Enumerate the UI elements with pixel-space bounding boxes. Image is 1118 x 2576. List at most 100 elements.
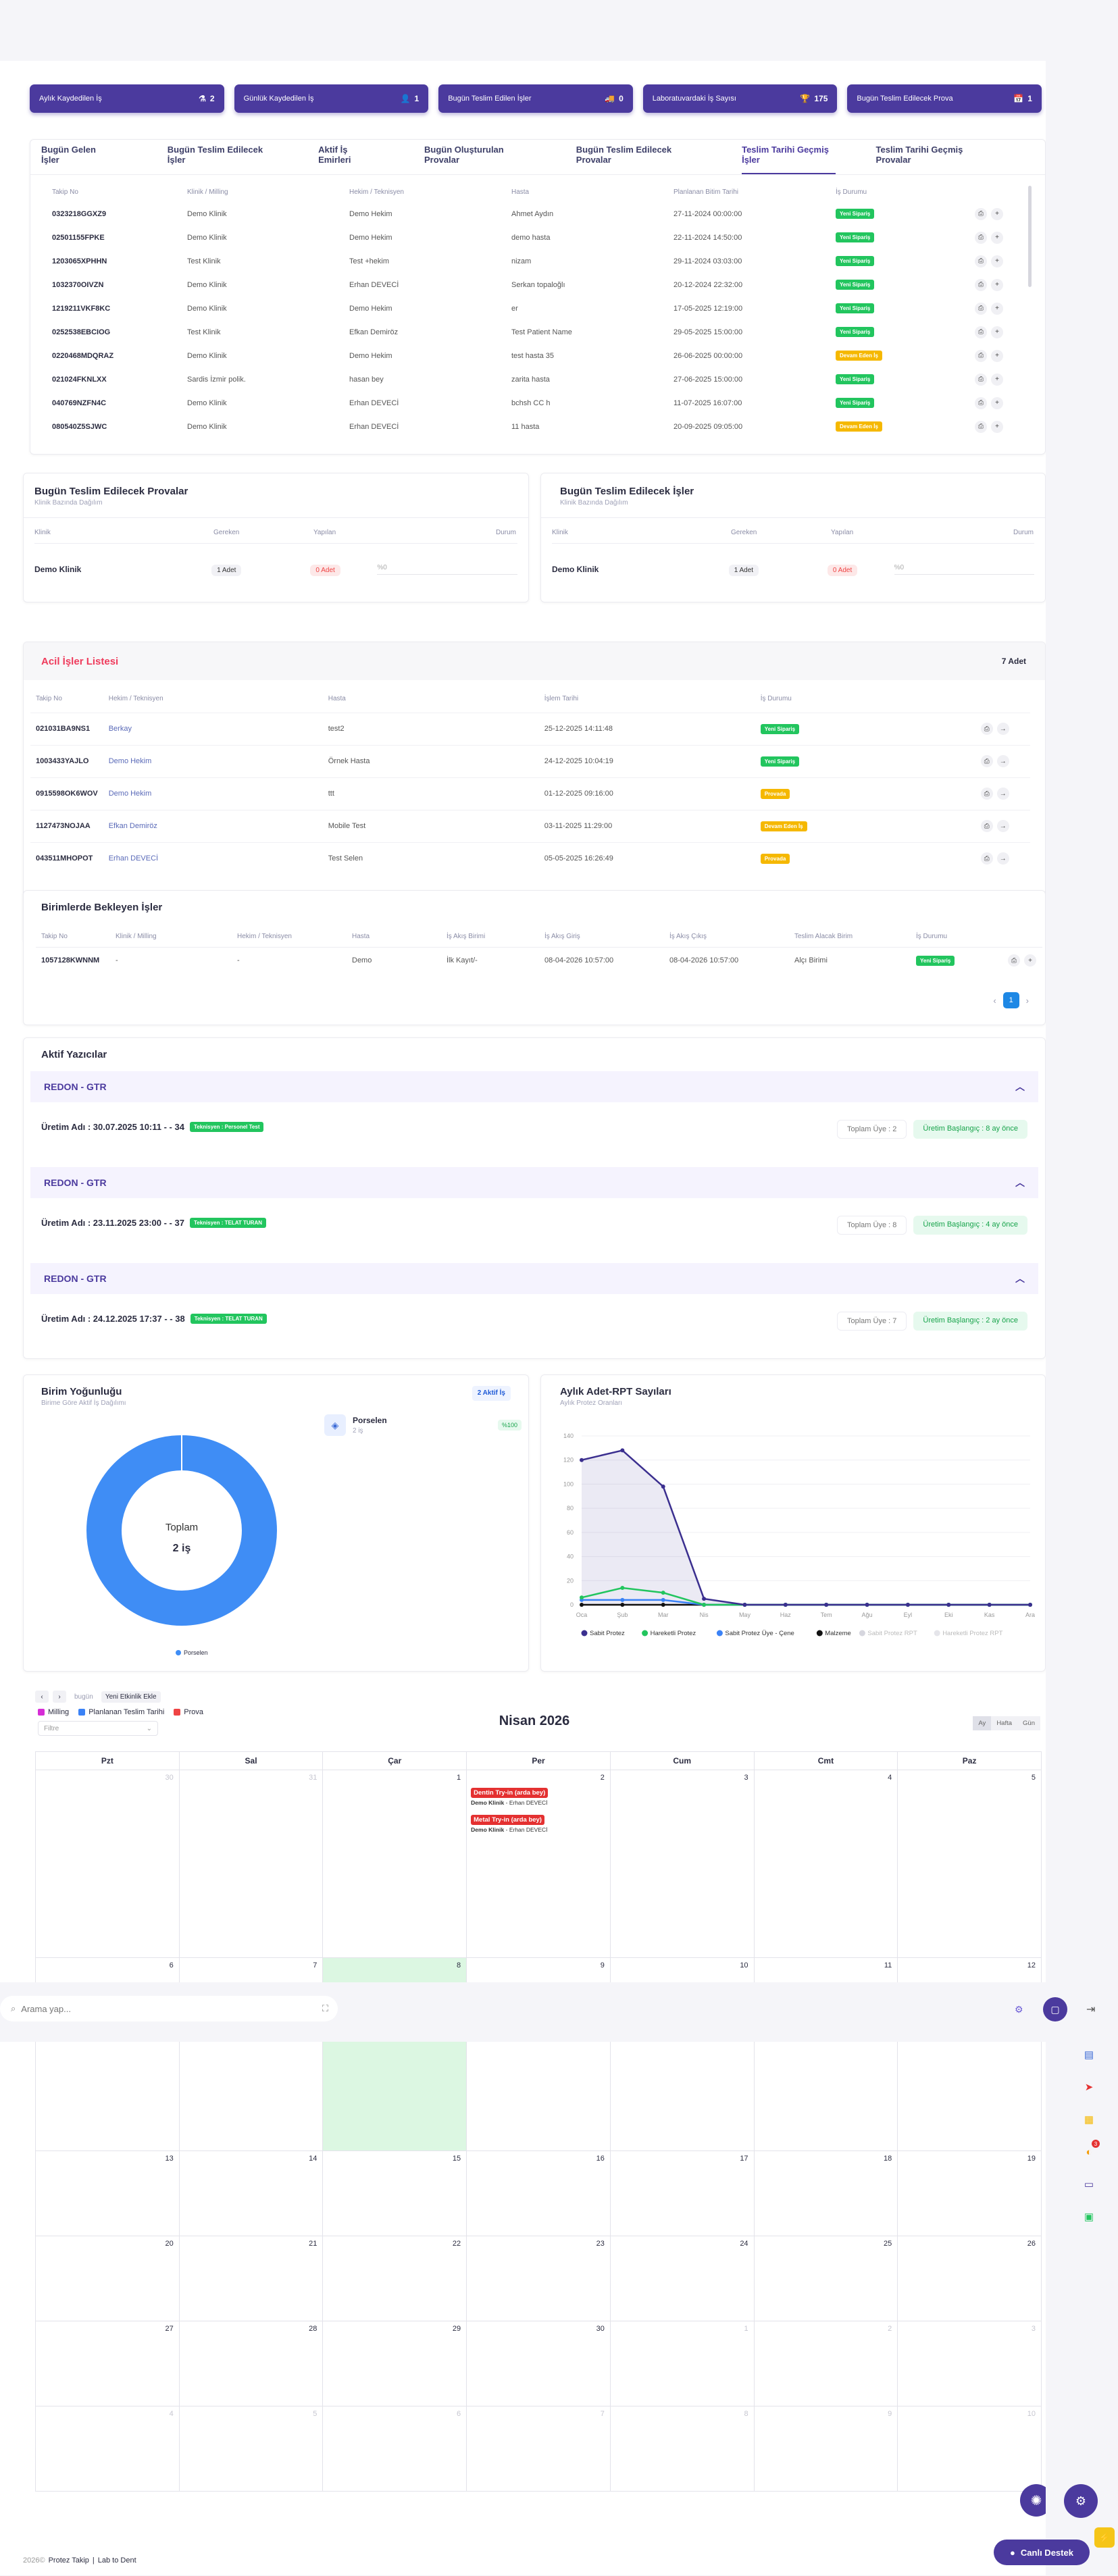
table-row[interactable]: 040769NZFN4C Demo Klinik Erhan DEVECİ bchsh… <box>47 391 1019 415</box>
calendar-day[interactable]: 8 <box>323 1958 467 1982</box>
data-point[interactable] <box>580 1458 584 1462</box>
cal-today-button[interactable]: bugün <box>74 1693 93 1701</box>
print-icon[interactable]: ⎙ <box>1008 954 1020 967</box>
data-point[interactable] <box>824 1603 829 1607</box>
calendar-day[interactable]: 12 <box>898 1958 1042 1982</box>
tab-6[interactable]: Teslim Tarihi Geçmiş Provalar <box>875 145 963 165</box>
add-icon[interactable]: + <box>991 207 1003 220</box>
calendar-day-cont[interactable] <box>323 2042 467 2151</box>
add-icon[interactable]: + <box>1024 954 1036 967</box>
search-input[interactable] <box>21 2003 322 2014</box>
calendar-day[interactable]: 14 <box>179 2151 324 2236</box>
table-row[interactable]: 021031BA9NS1 Berkay test2 25-12-2025 14:11:… <box>30 713 1030 745</box>
add-icon[interactable]: + <box>991 420 1003 433</box>
calendar-day[interactable]: 30 <box>36 1770 180 1958</box>
add-icon[interactable]: + <box>991 396 1003 409</box>
print-icon[interactable]: ⎙ <box>975 278 987 291</box>
calendar-day[interactable]: 3 <box>898 2321 1042 2406</box>
print-icon[interactable]: ⎙ <box>975 207 987 220</box>
chevron-up-icon[interactable]: ︿ <box>1015 1177 1025 1188</box>
tab-4[interactable]: Bugün Teslim Edilecek Provalar <box>576 145 672 165</box>
print-icon[interactable]: ⎙ <box>975 326 987 338</box>
table-row[interactable]: 1032370OIVZN Demo Klinik Erhan DEVECİ Serka… <box>47 273 1019 297</box>
calendar-day[interactable]: 7 <box>180 1958 324 1982</box>
print-icon[interactable]: ⎙ <box>975 396 987 409</box>
data-point[interactable] <box>620 1603 625 1607</box>
calendar-day[interactable]: 1 <box>610 2321 755 2406</box>
settings-shortcut-icon[interactable]: ⚙ <box>1015 2004 1023 2015</box>
calendar-day[interactable]: 8 <box>610 2406 755 2492</box>
legend-label[interactable]: Sabit Protez <box>590 1630 625 1637</box>
data-point[interactable] <box>905 1603 910 1607</box>
calendar-day[interactable]: 15 <box>323 2151 467 2236</box>
calendar-day[interactable]: 9 <box>754 2406 898 2492</box>
scrollbar[interactable] <box>1028 186 1032 287</box>
data-point[interactable] <box>702 1597 707 1601</box>
arrow-right-icon[interactable]: → <box>996 788 1009 800</box>
data-point[interactable] <box>1028 1603 1032 1607</box>
calendar-day[interactable]: 30 <box>467 2321 611 2406</box>
data-point[interactable] <box>661 1591 665 1595</box>
stat-card[interactable]: Aylık Kaydedilen İş ⚗ 2 <box>30 84 224 113</box>
calendar-day-cont[interactable] <box>467 2042 611 2151</box>
stat-card[interactable]: Laboratuvardaki İş Sayısı 🏆 175 <box>642 84 838 113</box>
calendar-day[interactable]: 31 <box>179 1770 324 1958</box>
print-icon[interactable]: ⎙ <box>975 255 987 267</box>
calendar-day[interactable]: 25 <box>754 2236 898 2321</box>
data-point[interactable] <box>783 1603 788 1607</box>
table-row[interactable]: 043511MHOPOT Erhan DEVECİ Test Selen 05-05-… <box>30 842 1030 875</box>
print-icon[interactable]: ⎙ <box>980 755 993 767</box>
prev-page[interactable]: ‹ <box>993 995 996 1006</box>
print-icon[interactable]: ⎙ <box>975 231 987 244</box>
arrow-right-icon[interactable]: → <box>996 852 1009 865</box>
add-icon[interactable]: + <box>991 349 1003 362</box>
data-point[interactable] <box>987 1603 992 1607</box>
cal-prev-button[interactable]: ‹ <box>35 1691 49 1703</box>
table-row[interactable]: 0323218GGXZ9 Demo Klinik Demo Hekim Ahmet A… <box>47 202 1019 226</box>
cal-filter-select[interactable]: Filtre ⌄ <box>38 1721 158 1736</box>
data-point[interactable] <box>620 1586 625 1590</box>
data-point[interactable] <box>702 1603 707 1607</box>
avatar[interactable]: ▢ <box>1043 1997 1067 2021</box>
calendar-day[interactable]: 24 <box>610 2236 755 2321</box>
stat-card[interactable]: Günlük Kaydedilen İş 👤 1 <box>234 84 429 113</box>
view-2[interactable]: Gün <box>1017 1716 1040 1730</box>
chevron-up-icon[interactable]: ︿ <box>1015 1273 1025 1284</box>
print-icon[interactable]: ⎙ <box>975 302 987 315</box>
cal-next-button[interactable]: › <box>53 1691 66 1703</box>
print-icon[interactable]: ⎙ <box>975 420 987 433</box>
calendar-day[interactable]: 29 <box>323 2321 467 2406</box>
stat-card[interactable]: Bugün Teslim Edilen İşler 🚚 0 <box>438 84 633 113</box>
view-1[interactable]: Hafta <box>991 1716 1018 1730</box>
data-point[interactable] <box>580 1595 584 1600</box>
calendar-day[interactable]: 28 <box>179 2321 324 2406</box>
calendar-day[interactable]: 10 <box>898 2406 1042 2492</box>
calendar-day[interactable]: 21 <box>179 2236 324 2321</box>
data-point[interactable] <box>580 1603 584 1607</box>
add-icon[interactable]: + <box>991 231 1003 244</box>
next-page[interactable]: › <box>1025 995 1029 1006</box>
print-icon[interactable]: ⎙ <box>980 723 993 735</box>
calendar-day-cont[interactable] <box>610 2042 755 2151</box>
scan-icon[interactable]: ⛶ <box>322 2003 328 2013</box>
add-icon[interactable]: + <box>991 326 1003 338</box>
legend-label[interactable]: Sabit Protez RPT <box>867 1630 917 1637</box>
legend-label[interactable]: Sabit Protez Üye - Çene <box>725 1630 794 1637</box>
add-icon[interactable]: + <box>991 255 1003 267</box>
calendar-day[interactable]: 2 Dentin Try-in (arda bey) Demo Klinik - E… <box>467 1770 611 1958</box>
arrow-right-icon[interactable]: → <box>996 755 1009 767</box>
data-point[interactable] <box>620 1597 625 1602</box>
add-icon[interactable]: + <box>991 278 1003 291</box>
logout-icon[interactable]: ⇥ <box>1086 2004 1096 2015</box>
table-row[interactable]: 0252538EBCIOG Test Klinik Efkan Demiröz Tes… <box>47 320 1019 344</box>
calendar-day[interactable]: 4 <box>754 1770 898 1958</box>
calendar-day[interactable]: 23 <box>467 2236 611 2321</box>
calendar-day[interactable]: 7 <box>467 2406 611 2492</box>
ticket-icon[interactable]: ▭ <box>1084 2179 1094 2190</box>
calendar-day[interactable]: 17 <box>610 2151 755 2236</box>
table-row[interactable]: 1203065XPHHN Test Klinik Test +hekim nizam 2… <box>47 249 1019 273</box>
arrow-right-icon[interactable]: → <box>996 723 1009 735</box>
send-icon[interactable]: ➤ <box>1084 2082 1094 2093</box>
legend-label[interactable]: Hareketli Protez RPT <box>942 1630 1002 1637</box>
calendar-day[interactable]: 4 <box>36 2406 180 2492</box>
